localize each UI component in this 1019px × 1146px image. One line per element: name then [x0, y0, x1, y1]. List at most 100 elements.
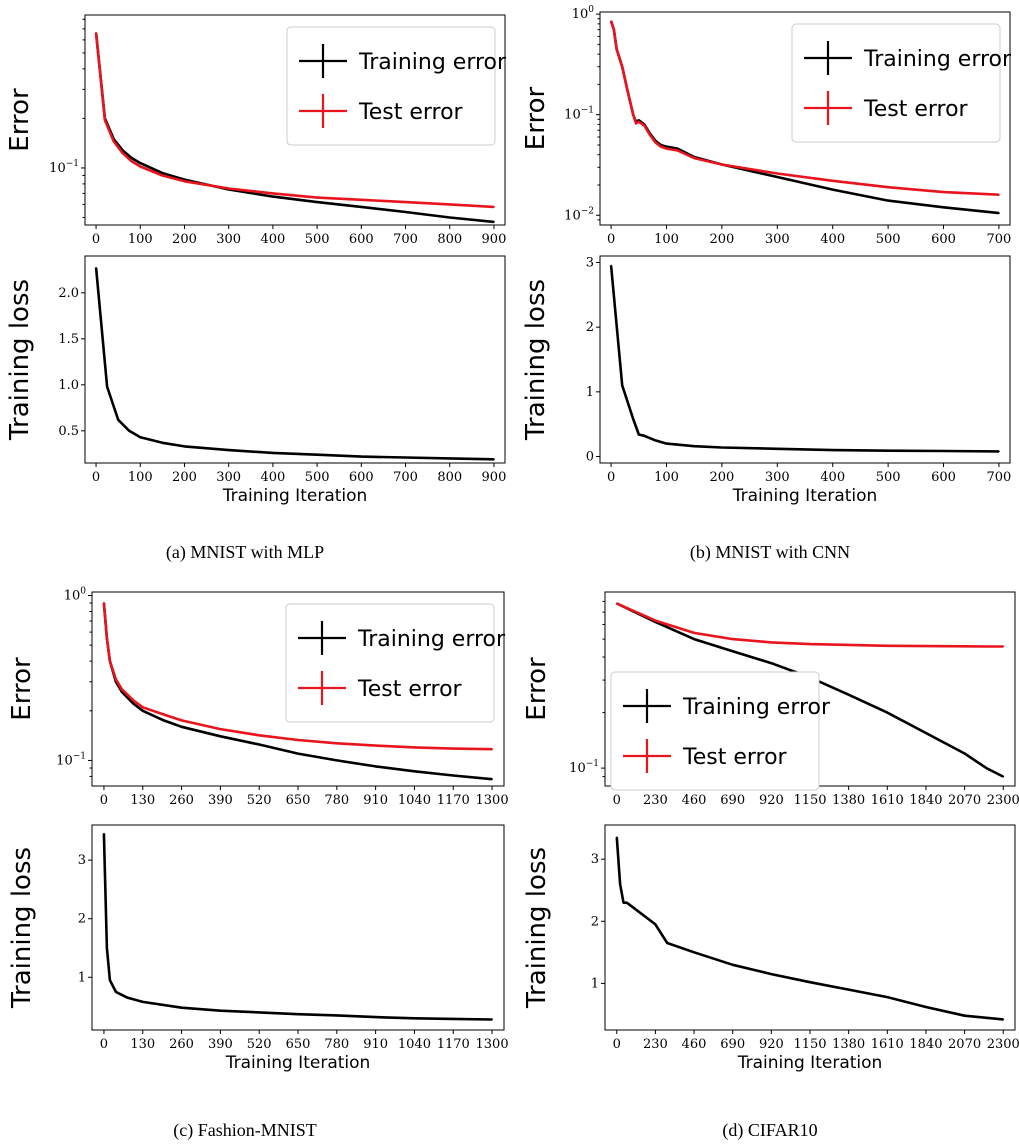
- x-tick-label: 300: [216, 232, 241, 247]
- data-point: [452, 747, 455, 750]
- y-axis-label: Error: [7, 657, 37, 721]
- x-tick-label: 0: [607, 232, 615, 247]
- data-point: [770, 973, 773, 975]
- data-point: [316, 453, 319, 456]
- loss-chart-2: 0 130 260 390 520 650 780 910 1040 1170 1300 1 2 3 Tra…: [7, 824, 509, 1073]
- data-point: [491, 1018, 493, 1021]
- y-tick-label: 0: [586, 450, 594, 465]
- data-point: [925, 645, 927, 648]
- data-point: [139, 162, 142, 165]
- data-point: [963, 752, 966, 755]
- x-tick-label: 1040: [398, 793, 431, 808]
- data-point: [183, 180, 186, 183]
- y-tick-label: 3: [586, 255, 594, 270]
- x-tick-label: 600: [349, 232, 374, 247]
- caption-b: (b) MNIST with CNN: [690, 542, 850, 563]
- data-point: [665, 442, 668, 445]
- data-point: [109, 979, 111, 982]
- data-point: [621, 384, 624, 387]
- data-point: [621, 65, 624, 68]
- series-line-training-loss: [615, 837, 1004, 1021]
- data-point: [998, 193, 1000, 196]
- x-tick-label: 1170: [437, 793, 470, 808]
- data-point: [643, 124, 646, 127]
- data-point: [610, 264, 612, 267]
- x-tick-label: 0: [607, 470, 615, 485]
- plot-frame: [604, 824, 1016, 1031]
- data-point: [676, 149, 679, 152]
- x-tick-label: 1840: [909, 793, 942, 808]
- data-point: [271, 192, 274, 195]
- data-point: [643, 434, 646, 437]
- x-tick-label: 200: [172, 470, 197, 485]
- y-tick-label: 1.0: [58, 378, 79, 393]
- legend-label-test: Test error: [682, 745, 788, 770]
- data-point: [227, 187, 230, 190]
- x-tick-label: 400: [820, 470, 845, 485]
- panel-mnist-mlp: 0 100 200 300 400 500 600 700 800 900 10−1 Error Tra…: [5, 14, 507, 506]
- legend-label-train: Training error: [357, 627, 506, 652]
- x-axis-label: Training Iteration: [732, 486, 878, 506]
- x-tick-label: 300: [765, 232, 790, 247]
- x-tick-label: 910: [363, 1037, 388, 1052]
- x-tick-label: 500: [305, 470, 330, 485]
- data-point: [130, 157, 133, 159]
- data-point: [887, 186, 890, 189]
- data-point: [847, 988, 850, 991]
- x-tick-label: 650: [286, 793, 311, 808]
- data-point: [615, 602, 618, 605]
- x-tick-label: 1150: [793, 1037, 826, 1052]
- data-point: [615, 48, 618, 50]
- data-point: [886, 996, 889, 998]
- x-tick-label: 400: [260, 232, 285, 247]
- data-point: [847, 644, 850, 646]
- y-axis-label: Training loss: [5, 279, 35, 441]
- y-tick-label: 0.5: [58, 424, 79, 439]
- data-point: [404, 211, 407, 213]
- legend-label-test: Test error: [863, 97, 969, 122]
- data-point: [95, 267, 97, 269]
- data-point: [625, 901, 628, 904]
- data-point: [117, 418, 120, 421]
- data-point: [219, 728, 222, 730]
- data-point: [335, 759, 338, 762]
- y-tick-label: 10−1: [564, 106, 594, 123]
- x-tick-label: 600: [931, 470, 956, 485]
- loss-chart-1: 0 100 200 300 400 500 600 700 0 1 2 3 Training loss T…: [521, 255, 1011, 506]
- data-point: [316, 196, 319, 199]
- data-point: [731, 650, 734, 653]
- data-point: [731, 638, 734, 641]
- data-point: [985, 645, 988, 648]
- x-tick-label: 390: [208, 1037, 233, 1052]
- data-point: [103, 119, 106, 122]
- data-point: [776, 447, 779, 450]
- data-point: [619, 883, 622, 885]
- data-point: [316, 201, 319, 203]
- y-tick-label: 10−1: [56, 751, 86, 768]
- data-point: [693, 632, 695, 634]
- data-point: [103, 832, 105, 835]
- legend: Training error Test error: [610, 671, 831, 791]
- x-tick-label: 920: [759, 793, 784, 808]
- data-point: [120, 688, 123, 691]
- x-tick-label: 300: [216, 470, 241, 485]
- data-point: [141, 709, 144, 712]
- data-point: [132, 703, 135, 705]
- data-point: [161, 174, 164, 177]
- series-line-training-error: [616, 602, 1004, 778]
- x-tick-label: 700: [987, 232, 1012, 247]
- x-tick-label: 0: [100, 1037, 108, 1052]
- y-axis-label: Error: [522, 657, 552, 721]
- data-point: [448, 216, 451, 219]
- legend-label-train: Training error: [863, 47, 1012, 72]
- x-tick-label: 130: [130, 793, 155, 808]
- x-tick-label: 910: [363, 793, 388, 808]
- x-tick-label: 0: [613, 793, 621, 808]
- panel-cifar10: 0 230 460 690 920 1150 1380 1610 1840 2070 230010−…: [522, 591, 1019, 1073]
- data-point: [963, 1014, 966, 1017]
- data-point: [666, 942, 669, 944]
- x-tick-label: 700: [987, 470, 1012, 485]
- data-point: [132, 699, 135, 702]
- data-point: [128, 429, 131, 432]
- legend: Training error Test error: [285, 603, 506, 723]
